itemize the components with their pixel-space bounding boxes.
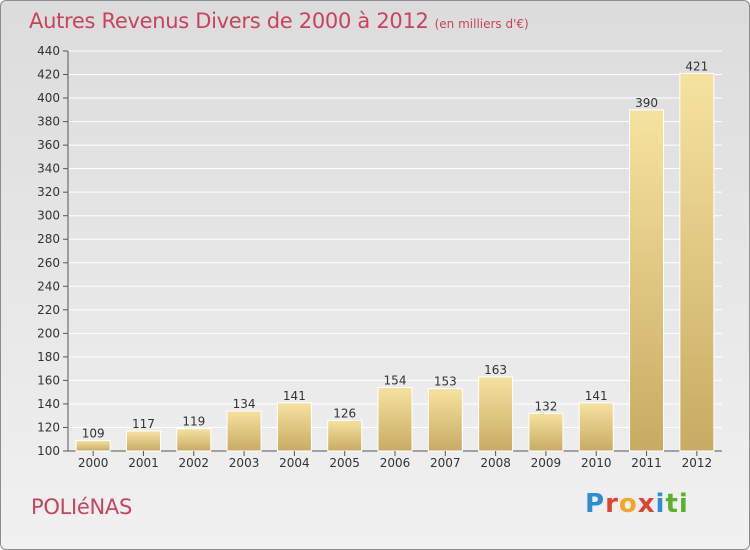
- logo-letter: P: [585, 489, 606, 519]
- y-tick-label: 320: [37, 185, 60, 199]
- y-tick-label: 220: [37, 303, 60, 317]
- y-tick-label: 420: [37, 68, 60, 82]
- logo-letter: i: [678, 489, 689, 519]
- x-tick-label: 2008: [480, 456, 511, 470]
- x-tick-label: 2004: [279, 456, 310, 470]
- x-tick-label: 2002: [178, 456, 209, 470]
- x-tick-label: 2001: [128, 456, 159, 470]
- data-label: 119: [182, 415, 205, 429]
- data-label: 141: [283, 389, 306, 403]
- x-tick-label: 2005: [329, 456, 360, 470]
- x-tick-label: 2009: [531, 456, 562, 470]
- data-label: 421: [685, 59, 708, 73]
- bar: [478, 376, 514, 452]
- logo-letter: x: [637, 489, 656, 519]
- bar: [75, 439, 111, 452]
- y-tick-label: 100: [37, 444, 60, 458]
- y-tick-label: 360: [37, 138, 60, 152]
- y-tick-label: 400: [37, 91, 60, 105]
- bar: [226, 410, 262, 452]
- y-tick-label: 200: [37, 326, 60, 340]
- y-tick-label: 440: [37, 44, 60, 58]
- x-tick-label: 2007: [430, 456, 461, 470]
- y-tick-label: 260: [37, 256, 60, 270]
- x-tick-label: 2000: [78, 456, 109, 470]
- y-tick-label: 180: [37, 350, 60, 364]
- x-tick-label: 2006: [380, 456, 411, 470]
- y-tick-label: 240: [37, 279, 60, 293]
- y-tick-label: 340: [37, 162, 60, 176]
- bar: [176, 428, 212, 452]
- logo-letter: i: [655, 489, 666, 519]
- data-label: 109: [82, 426, 105, 440]
- data-label: 163: [484, 363, 507, 377]
- y-tick-label: 120: [37, 420, 60, 434]
- data-label: 390: [635, 96, 658, 110]
- bar: [276, 402, 312, 452]
- x-tick-label: 2011: [631, 456, 662, 470]
- data-label: 117: [132, 417, 155, 431]
- data-label: 141: [585, 389, 608, 403]
- logo-letter: o: [618, 489, 638, 519]
- bar: [327, 419, 363, 452]
- y-tick-label: 140: [37, 397, 60, 411]
- data-label: 126: [333, 406, 356, 420]
- data-label: 153: [434, 375, 457, 389]
- logo-letter: t: [665, 489, 679, 519]
- data-label: 132: [534, 399, 557, 413]
- x-tick-label: 2010: [581, 456, 612, 470]
- place-name: POLIéNAS: [31, 495, 133, 519]
- bar: [528, 412, 564, 452]
- y-tick-label: 160: [37, 373, 60, 387]
- data-label: 134: [233, 397, 256, 411]
- y-tick-label: 280: [37, 232, 60, 246]
- logo-letter: r: [605, 489, 619, 519]
- bar: [679, 72, 715, 452]
- y-tick-label: 380: [37, 115, 60, 129]
- bar: [377, 386, 413, 452]
- data-label: 154: [384, 373, 407, 387]
- chart-subtitle: (en milliers d'€): [434, 17, 529, 31]
- x-tick-label: 2003: [229, 456, 260, 470]
- chart-title-text: Autres Revenus Divers de 2000 à 2012: [29, 9, 429, 33]
- proxiti-logo: Proxiti: [585, 489, 689, 519]
- bar: [578, 402, 614, 452]
- bar: [629, 109, 665, 452]
- chart-title: Autres Revenus Divers de 2000 à 2012 (en …: [29, 9, 529, 33]
- x-tick-label: 2012: [682, 456, 713, 470]
- bar: [427, 388, 463, 452]
- bar: [125, 430, 161, 452]
- y-tick-label: 300: [37, 209, 60, 223]
